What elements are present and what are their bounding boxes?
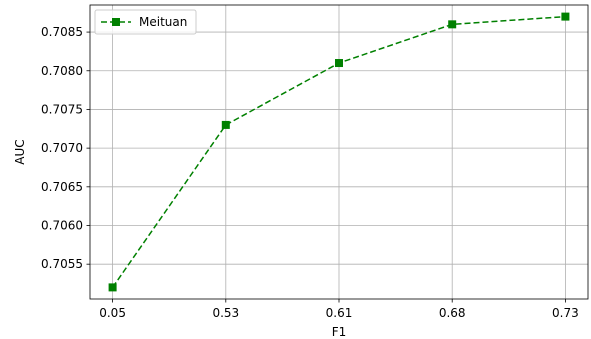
- legend: Meituan: [94, 9, 197, 35]
- x-tick-label: 0.05: [99, 306, 126, 320]
- legend-label: Meituan: [139, 15, 187, 29]
- series-line-group: [108, 12, 570, 292]
- data-point-marker: [561, 12, 570, 21]
- y-tick-label: 0.7065: [41, 180, 83, 194]
- x-ticks: 0.05 0.53 0.61 0.68 0.73: [99, 299, 579, 320]
- x-axis-label: F1: [332, 325, 347, 339]
- y-axis-label: AUC: [13, 139, 27, 164]
- legend-marker-icon: [112, 18, 120, 26]
- y-tick-label: 0.7080: [41, 64, 83, 78]
- data-point-marker: [108, 283, 117, 292]
- y-ticks: 0.7055 0.7060 0.7065 0.7070 0.7075 0.7080 0.70…: [41, 25, 90, 271]
- y-tick-label: 0.7070: [41, 141, 83, 155]
- y-tick-label: 0.7055: [41, 257, 83, 271]
- y-tick-label: 0.7060: [41, 219, 83, 233]
- legend-box: [94, 9, 197, 35]
- x-tick-label: 0.73: [552, 306, 579, 320]
- x-tick-label: 0.68: [439, 306, 466, 320]
- x-tick-label: 0.53: [212, 306, 239, 320]
- y-tick-label: 0.7075: [41, 102, 83, 116]
- data-point-marker: [335, 59, 343, 68]
- grid: [90, 5, 588, 299]
- y-tick-label: 0.7085: [41, 25, 83, 39]
- data-point-marker: [448, 20, 457, 29]
- data-point-marker: [221, 120, 230, 129]
- x-tick-label: 0.61: [326, 306, 353, 320]
